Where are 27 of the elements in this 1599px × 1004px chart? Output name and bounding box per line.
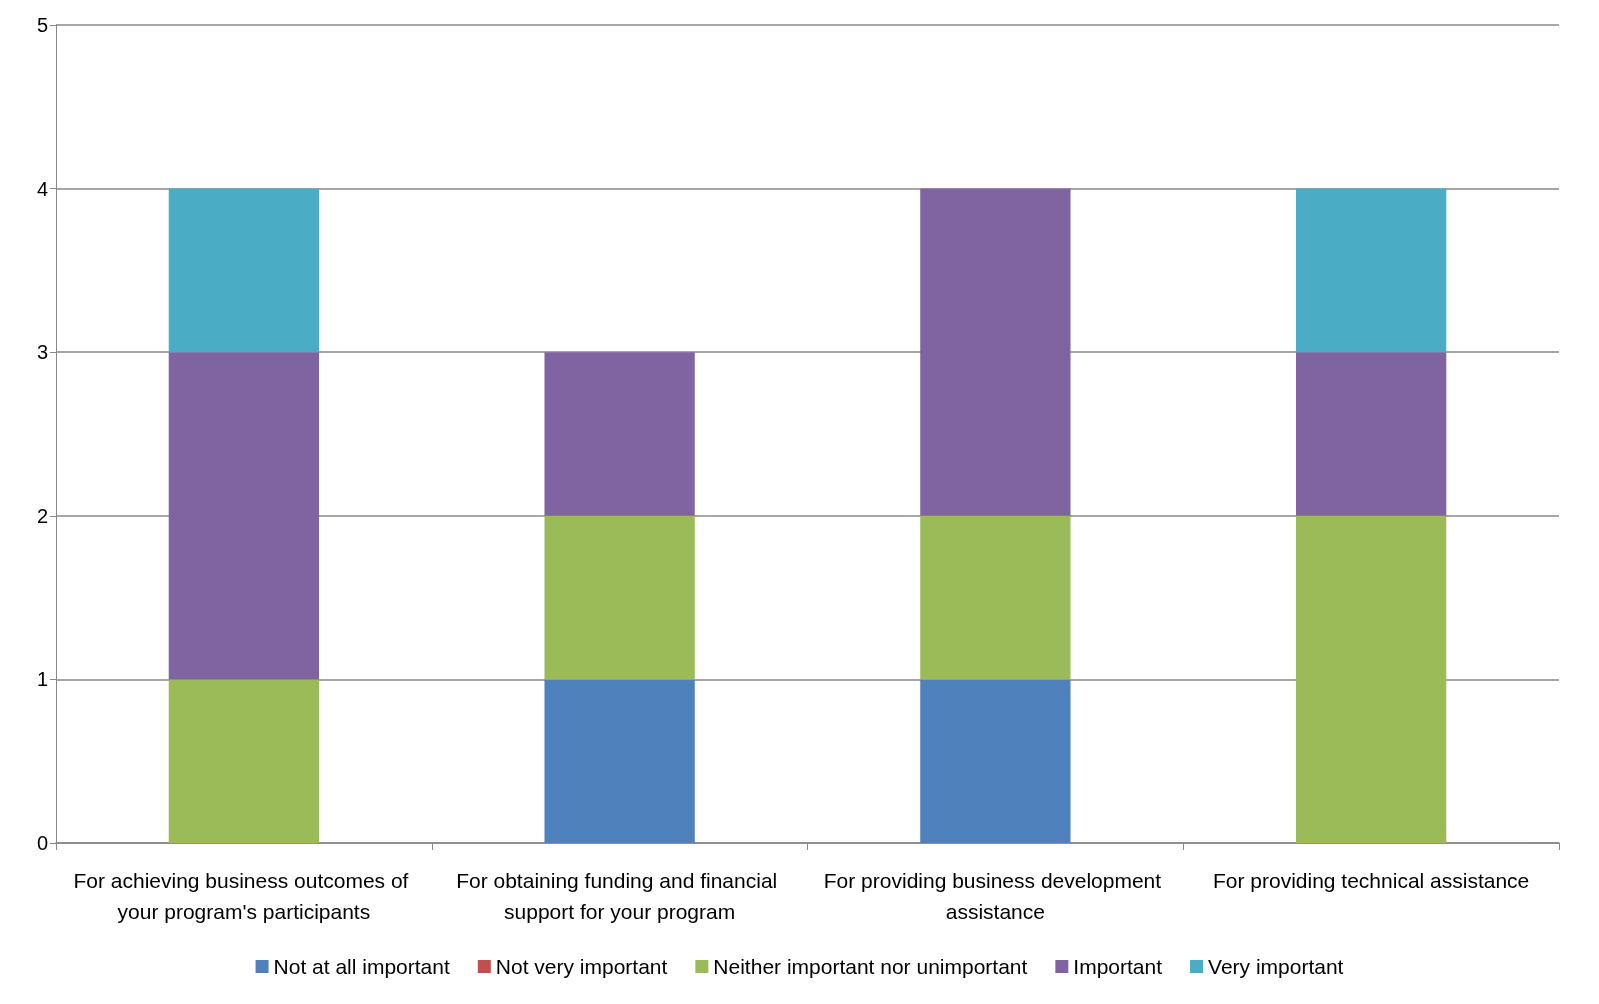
x-tick-label: For achieving business outcomes of your program's participants: [73, 869, 415, 923]
bar: [168, 352, 320, 680]
bar: [544, 515, 695, 680]
bar: [1295, 352, 1447, 516]
y-tick-label: 4: [36, 177, 48, 200]
bar: [544, 352, 695, 516]
y-tick-label: 2: [36, 504, 48, 527]
legend-label: Important: [1073, 955, 1163, 978]
bar: [544, 679, 695, 843]
bar: [920, 679, 1071, 843]
y-tick-label: 5: [36, 14, 48, 36]
y-tick-label: 3: [36, 341, 48, 364]
bar: [920, 515, 1071, 680]
x-tick-label: For providing technical assistance: [1212, 869, 1530, 892]
bar: [168, 679, 320, 843]
bar: [920, 188, 1071, 516]
y-tick-label: 0: [36, 832, 48, 854]
y-tick-label: 1: [36, 668, 48, 691]
bar: [1295, 188, 1447, 353]
legend-label: Very important: [1208, 955, 1344, 978]
legend-label: Neither important nor unimportant: [713, 955, 1028, 978]
bar: [168, 188, 320, 353]
legend-label: Not very important: [495, 955, 668, 978]
legend-label: Not at all important: [273, 955, 450, 978]
bar: [1295, 515, 1447, 843]
x-tick-label: For obtaining funding and financial support for your program: [456, 869, 784, 923]
x-tick-label: For providing business development assistance: [823, 869, 1167, 923]
